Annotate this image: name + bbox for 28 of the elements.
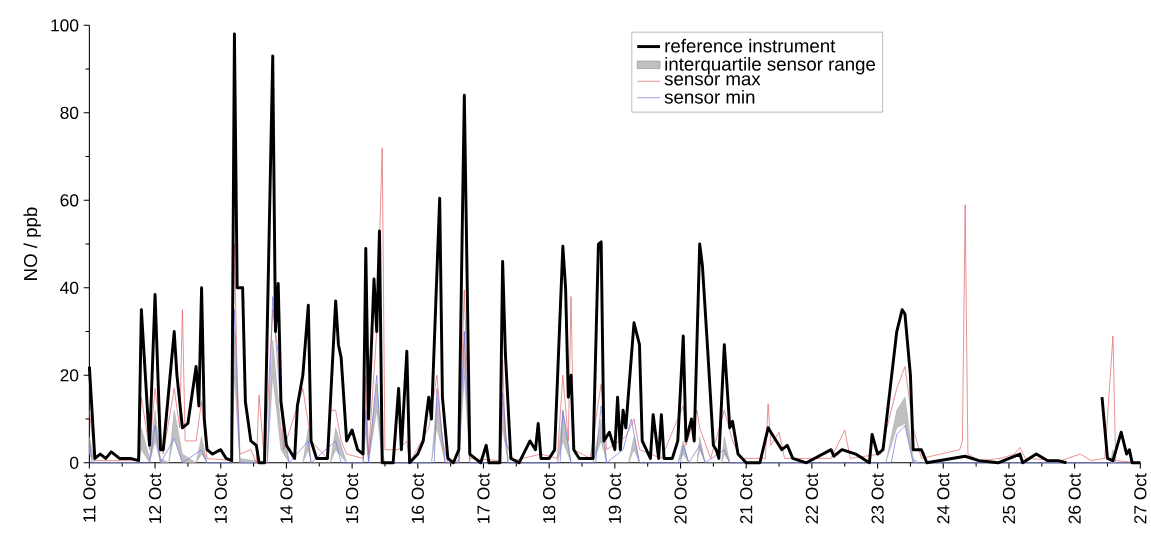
x-tick-label: 12 Oct <box>148 473 162 524</box>
x-tick-label: 20 Oct <box>674 473 687 524</box>
y-tick-label: 20 <box>60 369 79 382</box>
x-tick-label: 11 Oct <box>83 473 96 522</box>
y-axis-title: NO / ppb <box>23 207 41 280</box>
x-tick-label: 19 Oct <box>608 473 621 524</box>
x-tick-label: 21 Oct <box>740 473 753 524</box>
y-tick-label: 0 <box>69 456 79 470</box>
y-tick-label: 40 <box>60 281 79 295</box>
legend-label: interquartile sensor range <box>665 57 876 75</box>
legend-label: reference instrument <box>665 38 836 53</box>
x-tick-label: 14 Oct <box>280 473 293 524</box>
x-tick-label: 15 Oct <box>345 473 359 524</box>
x-tick-label: 27 Oct <box>1134 473 1147 524</box>
x-tick-label: 26 Oct <box>1068 473 1081 524</box>
x-tick-label: 24 Oct <box>937 473 950 524</box>
x-tick-label: 22 Oct <box>805 473 819 524</box>
legend-label: sensor max <box>664 75 761 86</box>
y-tick-label: 100 <box>51 19 79 32</box>
x-tick-label: 23 Oct <box>871 473 884 524</box>
x-tick-label: 16 Oct <box>411 473 424 524</box>
x-tick-label: 17 Oct <box>477 473 490 524</box>
x-tick-label: 18 Oct <box>543 473 556 524</box>
y-tick-label: 60 <box>60 194 79 207</box>
x-tick-label: 13 Oct <box>214 473 227 524</box>
x-tick-label: 25 Oct <box>1002 473 1016 524</box>
legend-label: sensor min <box>664 90 755 104</box>
y-tick-label: 80 <box>60 106 79 120</box>
